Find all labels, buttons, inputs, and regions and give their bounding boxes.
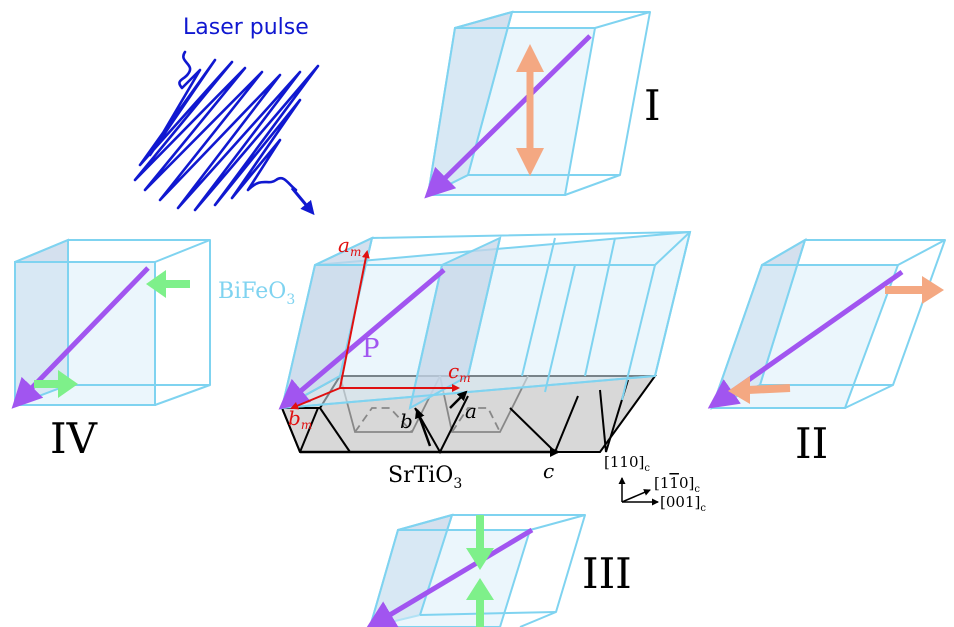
state-1-label: I xyxy=(644,81,661,130)
central-heterostructure: P am cm bm b a c BiFeO3 SrTiO3 xyxy=(218,230,692,492)
film-polarization-arrow xyxy=(278,268,446,410)
double-arrow-icon xyxy=(516,44,544,176)
dir-110-label: [110]c xyxy=(604,453,650,474)
state-2-label: II xyxy=(795,419,828,468)
dir-001-label: [001]c xyxy=(660,493,706,514)
cube-3-polarization-arrow xyxy=(365,527,534,627)
cube-3-top-edge xyxy=(397,514,586,531)
cube-state-4: IV xyxy=(11,238,211,463)
a-axis xyxy=(449,390,468,409)
b-m-label: bm xyxy=(288,406,312,432)
expand-arrow-icon xyxy=(728,276,944,404)
c-label: c xyxy=(543,459,554,483)
compress-arrow-icon xyxy=(466,515,494,627)
cube-1-polarization-arrow xyxy=(424,34,592,199)
a-m-axis xyxy=(339,250,370,389)
cube-2-polarization-arrow xyxy=(707,269,904,409)
compress-arrow-icon xyxy=(34,270,190,398)
cube-3-bottom-edge xyxy=(419,611,557,616)
cube-2-top-edge xyxy=(761,239,946,266)
laser-direction-arrow xyxy=(290,187,315,216)
dir-1bar10-label: [110]c xyxy=(654,474,700,495)
cube-4-polarization-arrow xyxy=(11,266,150,409)
cube-state-1: I xyxy=(424,10,661,199)
crystal-directions: [110]c [110]c [001]c xyxy=(604,453,706,514)
cube-4-top-edge xyxy=(14,239,211,263)
b-m-axis xyxy=(290,387,341,410)
c-m-label: cm xyxy=(448,359,471,385)
a-m-label: am xyxy=(338,233,361,259)
b-axis xyxy=(415,408,432,447)
laser-label: Laser pulse xyxy=(183,15,309,40)
film-label: BiFeO3 xyxy=(218,279,295,308)
cube-4-right-edge xyxy=(154,240,211,406)
state-3-label: III xyxy=(582,549,632,598)
polarization-label: P xyxy=(362,334,380,364)
cube-state-2: II xyxy=(707,237,946,468)
laser-pulse: Laser pulse xyxy=(133,15,320,216)
substrate-label: SrTiO3 xyxy=(388,463,462,492)
cube-1-top-edge xyxy=(454,11,651,29)
b-label: b xyxy=(400,409,413,433)
a-label: a xyxy=(465,399,477,423)
cube-state-3: III xyxy=(365,513,632,627)
state-4-label: IV xyxy=(50,414,98,463)
laser-pulse-icon xyxy=(133,50,320,212)
